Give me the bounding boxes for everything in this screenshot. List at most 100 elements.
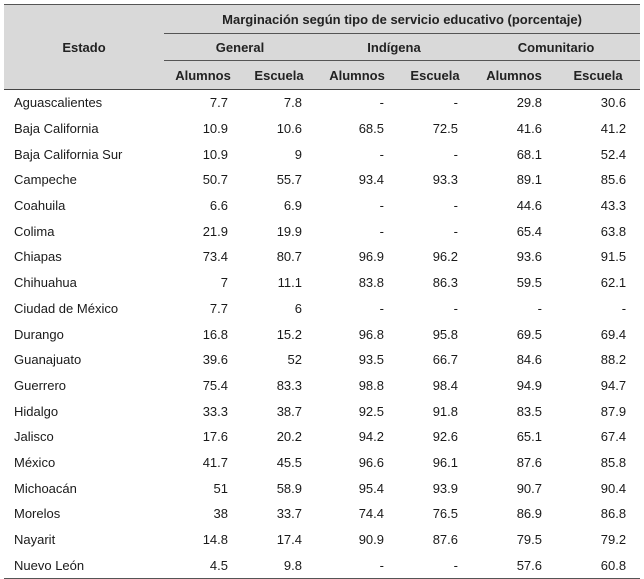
table-row: Aguascalientes 7.7 7.8 - - 29.8 30.6 [4,90,640,116]
value-cell: 57.6 [472,552,556,579]
value-cell: 96.1 [432,454,458,470]
value-cell: 52 [287,352,302,368]
state-name-cell: Baja California [14,121,99,137]
table-row: Nayarit 14.8 17.4 90.9 87.6 79.5 79.2 [4,527,640,553]
state-name-cell: Ciudad de México [14,300,119,316]
value-cell: 68.5 [358,121,384,137]
value-cell: 89.1 [516,172,542,188]
table-row: Morelos 38 33.7 74.4 76.5 86.9 86.8 [4,501,640,527]
value-cell: 95.4 [358,480,384,496]
value-cell: 79.5 [516,532,542,548]
value-cell: 86.3 [432,275,458,291]
sub-header-general-escuela: Escuela [242,60,316,90]
value-cell: 84.6 [516,352,542,368]
value-cell: 6.9 [283,198,302,214]
value-cell: 62.1 [600,275,627,291]
value-cell: 87.6 [432,532,458,548]
value-cell: - [379,198,384,214]
value-cell: 44.6 [516,198,542,214]
value-cell: 59.5 [516,275,542,291]
value-cell: 75.4 [202,377,228,393]
value-cell: - [398,552,472,579]
table-row: Guanajuato 39.6 52 93.5 66.7 84.6 88.2 [4,347,640,373]
table-row: Chihuahua 7 11.1 83.8 86.3 59.5 62.1 [4,270,640,296]
value-cell: 87.9 [600,403,627,419]
value-cell: 63.8 [600,223,627,239]
value-cell: 74.4 [358,506,384,522]
value-cell: 87.6 [516,454,542,470]
table-row: Baja California Sur 10.9 9 - - 68.1 52.4 [4,141,640,167]
table-row: México 41.7 45.5 96.6 96.1 87.6 85.8 [4,450,640,476]
value-cell: 58.9 [276,480,302,496]
table-row: Hidalgo 33.3 38.7 92.5 91.8 83.5 87.9 [4,398,640,424]
state-name-cell: Chihuahua [14,275,77,291]
value-cell: - [453,95,458,111]
value-cell: 90.7 [516,480,542,496]
value-cell: 7.7 [209,95,228,111]
table-row: Nuevo León 4.5 9.8- -57.6 60.8 [4,552,641,579]
value-cell: 94.9 [516,377,542,393]
value-cell: 83.5 [516,403,542,419]
value-cell: 96.8 [358,326,384,342]
value-cell: 65.1 [516,429,542,445]
value-cell: - [379,223,384,239]
value-cell: 19.9 [276,223,302,239]
value-cell: 93.4 [358,172,384,188]
table-row: Coahuila 6.6 6.9 - - 44.6 43.3 [4,193,640,219]
state-name-cell: México [14,454,56,470]
value-cell: 92.6 [432,429,458,445]
value-cell: 38.7 [276,403,302,419]
value-cell: 17.6 [202,429,228,445]
value-cell: 80.7 [276,249,302,265]
value-cell: 9 [294,146,302,162]
value-cell: 51 [213,480,228,496]
value-cell: 7.8 [283,95,302,111]
value-cell: 4.5 [164,552,242,579]
table-body: Aguascalientes 7.7 7.8- -29.8 30.6 Baja Calif… [4,90,641,579]
state-name-cell: Baja California Sur [14,146,123,162]
value-cell: 60.8 [556,552,641,579]
value-cell: 91.8 [432,403,458,419]
value-cell: 72.5 [432,121,458,137]
value-cell: 67.4 [600,429,627,445]
state-name-cell: Hidalgo [14,403,59,419]
value-cell: 76.5 [432,506,458,522]
value-cell: 52.4 [600,146,627,162]
value-cell: 10.9 [202,121,228,137]
value-cell: 29.8 [516,95,542,111]
state-name-cell: Coahuila [14,198,66,214]
value-cell: 21.9 [202,223,228,239]
value-cell: - [453,300,458,316]
state-name-cell: Guerrero [14,377,67,393]
value-cell: 93.3 [432,172,458,188]
value-cell: 96.2 [432,249,458,265]
service-indigena-header: Indígena [316,33,472,61]
service-comunitario-header: Comunitario [472,33,641,61]
value-cell: 10.6 [276,121,302,137]
value-cell: 6.6 [209,198,228,214]
value-cell: 69.4 [600,326,627,342]
value-cell: 16.8 [202,326,228,342]
value-cell: 43.3 [600,198,627,214]
value-cell: 66.7 [432,352,458,368]
value-cell: 9.8 [242,552,316,579]
value-cell: 6 [294,300,302,316]
sub-header-indigena-escuela: Escuela [398,60,472,90]
state-name-cell: Michoacán [14,480,77,496]
value-cell: 96.6 [358,454,384,470]
value-cell: 17.4 [276,532,302,548]
value-cell: - [621,300,627,316]
value-cell: 95.8 [432,326,458,342]
value-cell: 69.5 [516,326,542,342]
value-cell: 94.2 [358,429,384,445]
state-name-cell: Durango [14,326,64,342]
table-header: Estado Marginación según tipo de servici… [4,4,641,90]
marginacion-table: Estado Marginación según tipo de servici… [4,4,641,579]
value-cell: - [379,95,384,111]
value-cell: 93.5 [358,352,384,368]
table-row: Colima 21.9 19.9 - - 65.4 63.8 [4,218,640,244]
state-name-cell: Guanajuato [14,352,82,368]
value-cell: - [537,300,542,316]
value-cell: 79.2 [600,532,627,548]
value-cell: 20.2 [276,429,302,445]
